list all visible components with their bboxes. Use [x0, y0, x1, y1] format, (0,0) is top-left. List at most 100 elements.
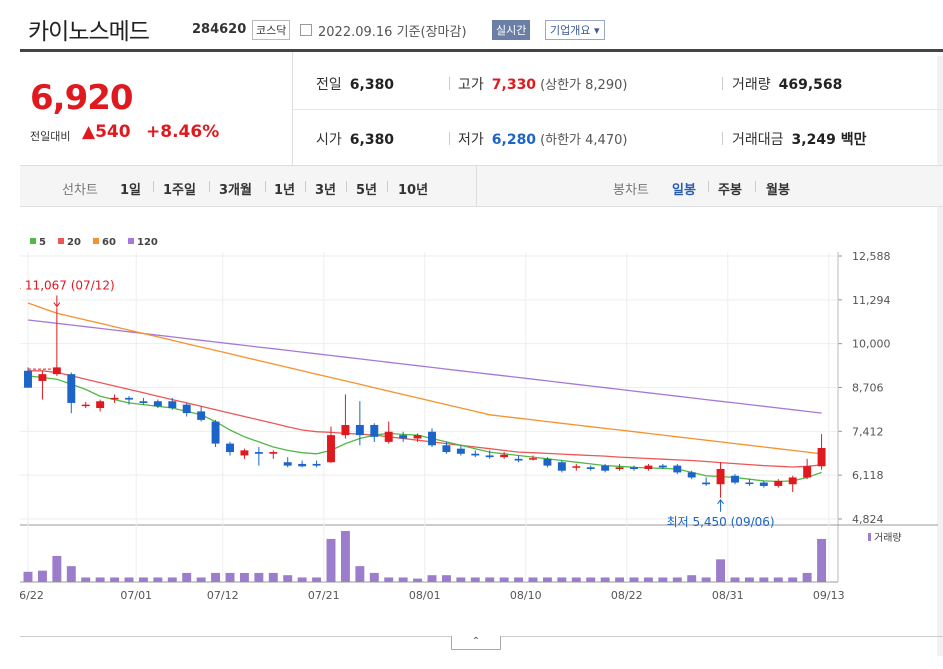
tab-divider — [708, 181, 709, 192]
candle-body — [413, 435, 422, 439]
candle-body — [500, 454, 509, 458]
candle-body — [67, 374, 76, 403]
realtime-button[interactable]: 실시간 — [492, 20, 531, 40]
company-overview-button[interactable]: 기업개요 ▾ — [545, 20, 605, 40]
x-tick-label: 09/13 — [813, 589, 845, 602]
tab-monthly[interactable]: 월봉 — [766, 183, 790, 198]
candle-body — [370, 424, 379, 437]
volume-bar — [384, 577, 394, 582]
ma60-line — [27, 302, 822, 455]
candle-body — [572, 466, 581, 468]
tab-divider — [209, 181, 210, 192]
x-tick-label: 08/31 — [712, 589, 744, 602]
y-tick-label: 12,588 — [852, 250, 891, 263]
volume-bar — [66, 566, 76, 582]
high-price: 고가 7,330 (상한가 8,290) — [458, 77, 628, 93]
candle-body — [110, 397, 119, 400]
candle-body — [514, 458, 523, 461]
volume-bar — [716, 559, 726, 582]
tab-daily[interactable]: 일봉 — [672, 183, 696, 198]
candle-body — [240, 450, 249, 456]
diff-label: 전일대비 — [30, 130, 71, 143]
candle-body — [658, 465, 667, 468]
quote-row-divider — [292, 109, 943, 110]
volume-bar — [600, 577, 610, 582]
volume-bar — [297, 577, 307, 582]
tab-weekly[interactable]: 주봉 — [718, 183, 742, 198]
volume-bar — [124, 577, 134, 582]
candle-chart-label: 봉차트 — [613, 183, 649, 198]
volume-bar — [398, 577, 408, 582]
volume-bar — [557, 577, 567, 582]
volume-bar — [312, 577, 322, 582]
candle-body — [485, 455, 494, 458]
candle-body — [182, 404, 191, 414]
candle-body — [586, 467, 595, 470]
volume-bar — [485, 577, 495, 582]
cell-divider — [722, 77, 723, 90]
collapse-chart-button[interactable]: ⌃ — [451, 636, 501, 650]
candle-body — [96, 401, 105, 409]
candle-body — [788, 477, 797, 485]
candle-body — [601, 465, 610, 471]
tab-1y[interactable]: 1년 — [274, 183, 296, 198]
volume-bar — [470, 577, 480, 582]
volume-bar — [239, 572, 249, 582]
candle-body — [24, 370, 32, 388]
candle-body — [153, 401, 162, 407]
tab-divider — [387, 181, 388, 192]
candle-body — [38, 374, 47, 381]
legend-label-ma20: 20 — [67, 237, 81, 248]
scrollbar[interactable] — [937, 56, 943, 656]
candle-body — [745, 482, 754, 485]
volume-bar — [211, 572, 221, 582]
calendar-icon — [300, 24, 312, 36]
stock-chart-svg: 5 20 60 120 12,588 11,294 10,000 8,706 7,412 6,11… — [0, 237, 938, 602]
quote-panel: 6,920 전일대비 ▲540 +8.46% 전일 6,380 고가 7,330 (상… — [20, 52, 943, 166]
candle-body — [168, 401, 177, 409]
max-price-arrow — [53, 295, 61, 308]
legend-label-ma5: 5 — [39, 237, 46, 248]
volume-bar — [730, 577, 740, 582]
candle-body — [298, 463, 307, 467]
volume-bar — [23, 571, 33, 582]
cell-divider — [449, 132, 450, 145]
volume-bar — [643, 577, 653, 582]
trade-amount: 거래대금 3,249 백만 — [732, 132, 867, 148]
tab-5y[interactable]: 5년 — [356, 183, 378, 198]
tab-3y[interactable]: 3년 — [315, 183, 337, 198]
legend-swatch — [30, 238, 36, 244]
stock-title-bar: 카이노스메드 284620 코스닥 2022.09.16 기준(장마감) 실시간… — [0, 0, 943, 48]
candle-body — [283, 462, 292, 466]
legend-label-ma60: 60 — [102, 237, 116, 248]
y-tick-label: 11,294 — [852, 294, 891, 307]
volume-bar — [542, 577, 552, 582]
volume-bar — [759, 577, 769, 582]
volume-bar — [369, 572, 379, 582]
open-price: 시가 6,380 — [316, 132, 395, 148]
volume-bar — [615, 577, 625, 582]
y-tick-label: 4,824 — [852, 513, 884, 526]
tab-divider — [346, 181, 347, 192]
tab-3m[interactable]: 3개월 — [219, 183, 252, 198]
candle-body — [731, 475, 739, 483]
tab-10y[interactable]: 10년 — [398, 183, 429, 198]
candle-body — [630, 467, 638, 470]
volume-bar — [672, 577, 682, 582]
volume-bar — [658, 577, 668, 582]
candle-body — [355, 424, 364, 436]
candle-body — [442, 445, 451, 453]
volume-bar — [514, 577, 524, 582]
legend-swatch — [128, 238, 134, 244]
volume-bar — [268, 572, 278, 582]
volume-bar — [95, 577, 105, 582]
tab-1d[interactable]: 1일 — [120, 183, 142, 198]
candle-body — [254, 452, 263, 454]
y-tick-label: 7,412 — [852, 425, 884, 438]
stock-chart: 5 20 60 120 12,588 11,294 10,000 8,706 7,412 6,11… — [0, 225, 943, 645]
candle-body — [644, 465, 653, 470]
tab-1w[interactable]: 1주일 — [163, 183, 196, 198]
x-tick-label: 07/12 — [207, 589, 239, 602]
stock-name: 카이노스메드 — [28, 19, 150, 45]
stock-code: 284620 — [192, 22, 247, 37]
